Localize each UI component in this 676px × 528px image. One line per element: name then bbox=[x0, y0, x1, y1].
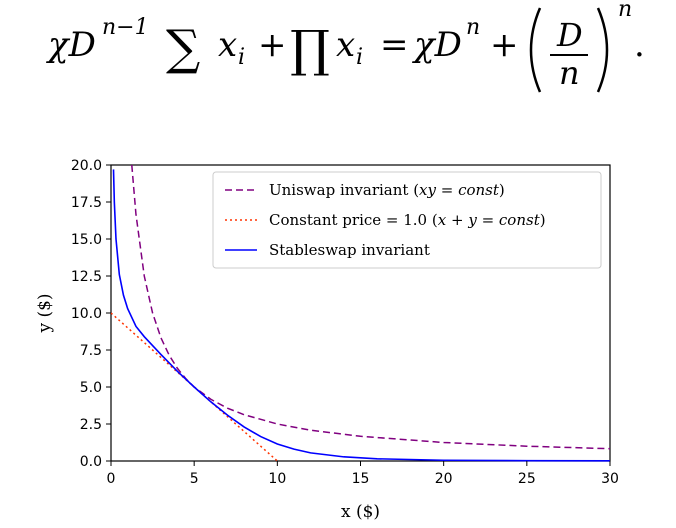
eq-sub-i-1: i bbox=[238, 45, 245, 70]
legend-label-3: Stableswap invariant bbox=[269, 241, 430, 259]
eq-x-1: x bbox=[218, 25, 237, 65]
x-tick-label: 20 bbox=[435, 471, 453, 487]
eq-sub-i-2: i bbox=[356, 45, 363, 70]
eq-equals: = bbox=[380, 25, 409, 65]
eq-plus-2: + bbox=[490, 25, 519, 65]
y-tick-label: 0.0 bbox=[80, 454, 102, 470]
invariant-chart: 0 5 10 15 20 25 30 0.0 2.5 5.0 7.5 10.0 12.5 15.0 17.5… bbox=[35, 158, 619, 522]
eq-chi-d-rhs: χD bbox=[412, 25, 462, 65]
eq-left-paren bbox=[529, 7, 542, 93]
x-tick-label: 0 bbox=[107, 471, 116, 487]
y-tick-label: 5.0 bbox=[80, 380, 102, 396]
eq-period: . bbox=[634, 25, 645, 65]
y-tick-label: 15.0 bbox=[71, 232, 102, 248]
eq-sum-symbol: ∑ bbox=[166, 20, 200, 76]
series-line-1 bbox=[131, 164, 611, 450]
x-axis-label: x ($) bbox=[341, 502, 380, 522]
y-tick-label: 2.5 bbox=[80, 417, 102, 433]
x-tick-label: 30 bbox=[601, 471, 619, 487]
eq-plus-1: + bbox=[258, 25, 287, 65]
series-line-3 bbox=[112, 169, 611, 462]
eq-frac-num: D bbox=[556, 16, 583, 54]
ticks-layer: 0 5 10 15 20 25 30 0.0 2.5 5.0 7.5 10.0 12.5 15.0 17.5… bbox=[71, 158, 619, 487]
legend-label-1: Uniswap invariant (xy = const) bbox=[269, 181, 505, 199]
x-tick-label: 25 bbox=[518, 471, 536, 487]
x-tick-label: 15 bbox=[352, 471, 370, 487]
eq-outer-exp: n bbox=[618, 0, 632, 22]
y-tick-label: 10.0 bbox=[71, 306, 102, 322]
eq-exp-n: n bbox=[466, 15, 480, 40]
eq-prod-symbol: ∏ bbox=[290, 20, 330, 78]
chart-container: 0 5 10 15 20 25 30 0.0 2.5 5.0 7.5 10.0 12.5 15.0 17.5… bbox=[0, 140, 676, 524]
invariant-equation: χD n−1 ∑ x i + ∏ x i = χD n + D n n . bbox=[0, 0, 676, 100]
legend-label-2: Constant price = 1.0 (x + y = const) bbox=[269, 211, 546, 229]
legend-box bbox=[212, 171, 602, 269]
y-axis-label: y ($) bbox=[35, 293, 55, 333]
eq-right-paren bbox=[596, 7, 609, 93]
x-tick-label: 10 bbox=[268, 471, 286, 487]
series-layer bbox=[110, 164, 611, 462]
eq-chi-d: χD bbox=[46, 25, 96, 65]
legend: Uniswap invariant (xy = const) Constant p… bbox=[212, 171, 602, 269]
eq-exp-n-minus-1: n−1 bbox=[102, 15, 149, 40]
eq-x-2: x bbox=[336, 25, 355, 65]
eq-frac-den: n bbox=[559, 54, 580, 92]
y-tick-label: 12.5 bbox=[71, 269, 102, 285]
x-tick-label: 5 bbox=[190, 471, 199, 487]
y-tick-label: 7.5 bbox=[80, 343, 102, 359]
y-tick-label: 20.0 bbox=[71, 158, 102, 174]
y-tick-label: 17.5 bbox=[71, 195, 102, 211]
